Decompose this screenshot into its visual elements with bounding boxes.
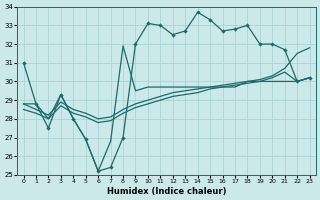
X-axis label: Humidex (Indice chaleur): Humidex (Indice chaleur): [107, 187, 226, 196]
